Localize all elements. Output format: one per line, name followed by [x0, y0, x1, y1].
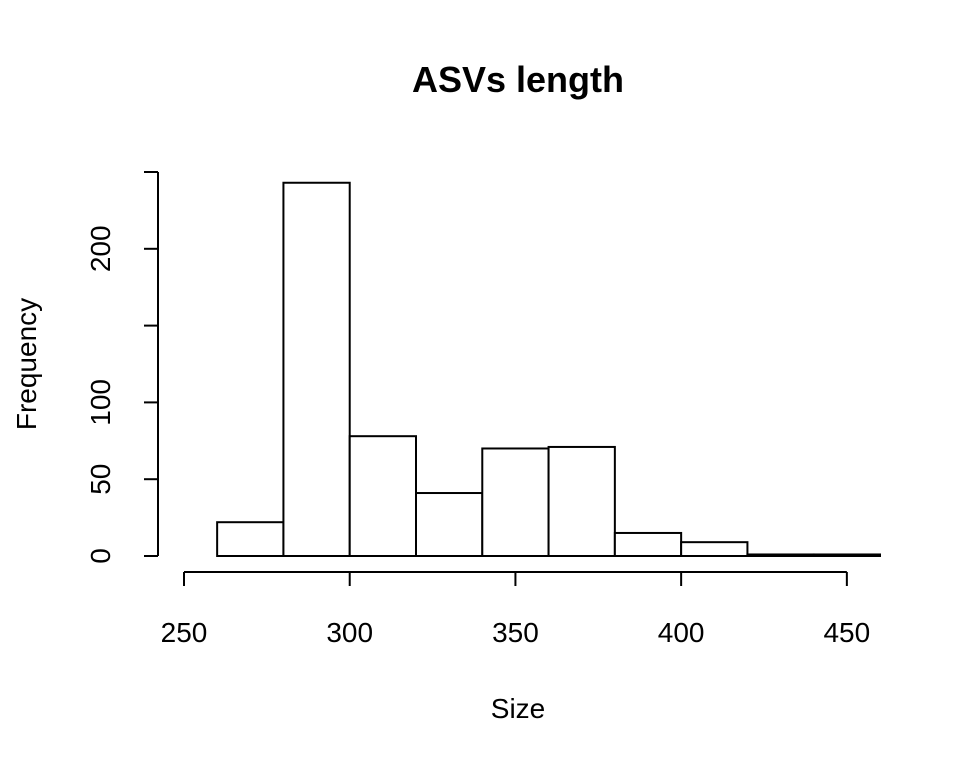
histogram-bar-9 [812, 553, 882, 557]
histogram-bar-6 [613, 531, 683, 558]
x-tick-label-4: 450 [823, 617, 870, 648]
histogram-bar-7 [680, 541, 749, 558]
histogram-bar-5 [547, 445, 616, 557]
y-tick-label-2: 100 [85, 379, 116, 426]
x-tick-label-0: 250 [161, 617, 208, 648]
histogram-bar-8 [746, 553, 815, 557]
x-axis-label: Size [491, 693, 545, 724]
chart-title: ASVs length [412, 59, 624, 100]
y-axis-label: Frequency [11, 298, 42, 430]
x-axis: 250 300 350 400 450 [161, 571, 870, 648]
y-tick-label-1: 50 [85, 464, 116, 495]
y-axis: 0 50 100 200 [85, 171, 159, 564]
histogram-bar-1 [282, 181, 351, 557]
histogram-bar-2 [348, 435, 418, 557]
x-tick-label-2: 350 [492, 617, 539, 648]
x-tick-label-1: 300 [326, 617, 373, 648]
y-tick-label-0: 0 [85, 548, 116, 564]
histogram-bars [216, 181, 882, 558]
histogram-bar-0 [216, 521, 285, 558]
histogram-bar-3 [415, 492, 484, 557]
y-tick-label-4: 200 [85, 225, 116, 272]
histogram-bar-4 [481, 447, 550, 558]
x-tick-label-3: 400 [658, 617, 705, 648]
